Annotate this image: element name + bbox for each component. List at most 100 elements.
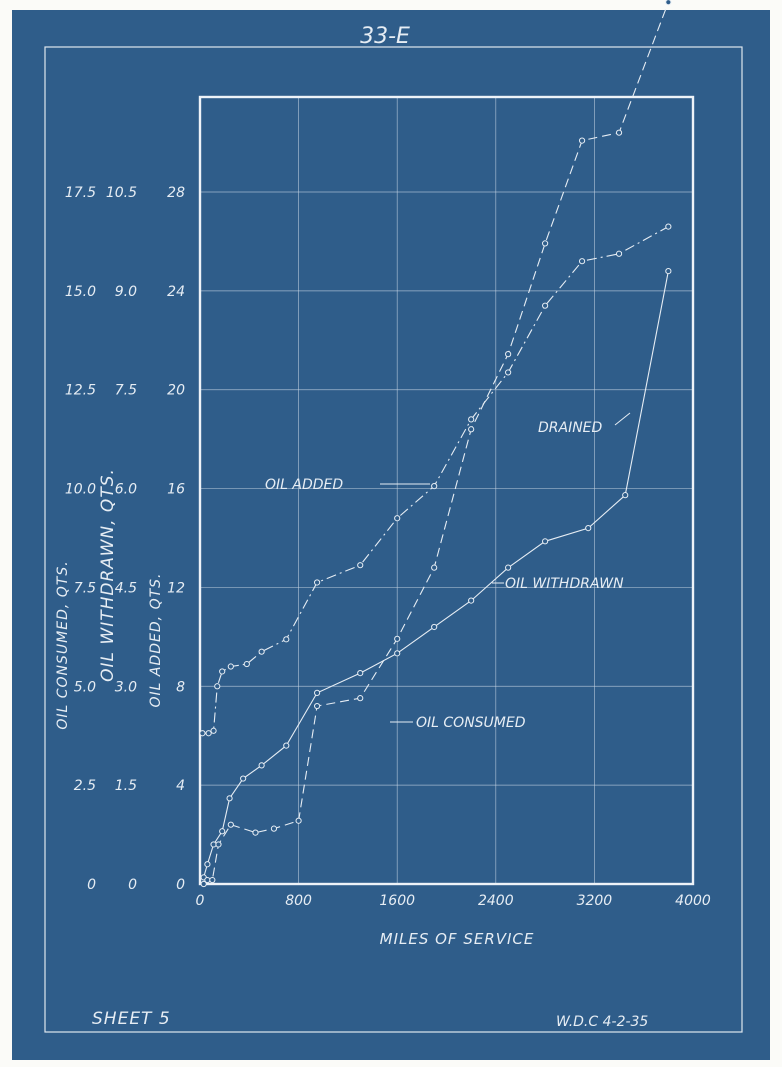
series-line-oil-consumed	[203, 1, 669, 885]
x-tick-label: 4000	[675, 893, 711, 909]
y-tick-label: 6.0	[115, 482, 137, 498]
chart-grid	[200, 97, 693, 884]
data-point	[219, 668, 226, 675]
x-tick-label: 3200	[577, 893, 613, 909]
y-tick-label: 20	[167, 383, 185, 399]
y-tick-label: 5.0	[74, 679, 96, 695]
data-point	[578, 258, 586, 265]
x-tick-labels: 0 800 1600 2400 3200 4000	[196, 893, 711, 909]
x-tick-label: 1600	[379, 893, 415, 909]
data-point	[283, 636, 290, 643]
y-tick-label: 3.0	[115, 679, 137, 695]
data-point	[665, 223, 672, 230]
plot-frame	[198, 95, 695, 886]
data-point	[431, 564, 438, 571]
data-point	[542, 538, 549, 545]
data-point	[665, 267, 672, 275]
y-tick-label: 7.5	[115, 383, 137, 399]
data-point	[468, 597, 475, 604]
y-tick-label: 1.5	[115, 778, 137, 794]
data-point	[357, 695, 364, 702]
y-tick-label: 0	[176, 877, 185, 893]
data-point	[215, 841, 222, 848]
data-point	[357, 562, 364, 569]
y-tick-label: 28	[167, 185, 185, 201]
y-tick-label: 10.0	[65, 482, 96, 498]
x-axis-title: MILES OF SERVICE	[380, 930, 535, 948]
data-point	[431, 483, 438, 490]
y-tick-label: 17.5	[65, 185, 96, 201]
data-point	[227, 663, 234, 670]
data-point	[615, 250, 623, 257]
data-point	[214, 683, 221, 690]
data-point	[258, 648, 265, 655]
y-tick-label: 16	[167, 482, 185, 498]
data-point	[431, 623, 438, 631]
annotation-drained: DRAINED	[538, 420, 603, 436]
y-tick-label: 10.5	[106, 185, 137, 201]
data-point	[226, 795, 233, 802]
y-tick-label: 8	[176, 679, 185, 695]
y-tick-label: 4	[176, 778, 185, 794]
data-point	[295, 817, 302, 824]
x-tick-label: 0	[196, 893, 205, 909]
data-point	[615, 129, 623, 136]
data-point	[210, 727, 217, 734]
data-point	[204, 861, 211, 868]
data-point	[468, 426, 475, 433]
y-axis-title-added: OIL ADDED, QTS.	[148, 573, 164, 708]
data-point	[468, 416, 475, 423]
annotation-drained-arrow	[614, 412, 631, 426]
data-point	[200, 880, 207, 888]
data-point	[205, 730, 212, 737]
data-point	[578, 137, 586, 144]
data-point	[394, 515, 401, 522]
data-point	[357, 670, 364, 677]
data-point	[542, 302, 549, 309]
y-axis-title-consumed: OIL CONSUMED, QTS.	[55, 560, 71, 729]
data-point	[283, 742, 290, 749]
data-point	[622, 492, 629, 499]
data-point	[243, 660, 250, 668]
data-point	[210, 841, 217, 848]
data-point	[665, 0, 672, 6]
data-point	[270, 825, 278, 832]
data-point	[252, 829, 259, 836]
data-point	[542, 240, 549, 247]
annotation-oil-consumed: OIL CONSUMED	[416, 715, 526, 731]
data-point	[313, 689, 321, 696]
y-tick-label: 24	[167, 284, 185, 300]
y-tick-label: 4.5	[115, 580, 137, 596]
y-tick-label: 7.5	[74, 580, 96, 596]
y-axis-title-withdrawn: OIL WITHDRAWN, QTS.	[98, 468, 118, 682]
x-tick-label: 2400	[478, 893, 514, 909]
signature: W.D.C 4-2-35	[556, 1014, 648, 1030]
inner-border	[44, 46, 743, 1033]
data-point	[219, 828, 226, 835]
data-point	[313, 702, 321, 710]
y-tick-label: 12.5	[65, 383, 96, 399]
data-point	[204, 876, 211, 884]
y-tick-label: 0	[87, 877, 96, 893]
data-point	[505, 564, 512, 571]
data-point	[585, 525, 592, 532]
data-point	[313, 579, 321, 586]
annotation-oil-withdrawn: OIL WITHDRAWN	[505, 576, 624, 592]
data-point	[394, 650, 401, 657]
data-point	[505, 351, 512, 358]
sheet-number: 33-E	[360, 24, 410, 49]
data-point	[227, 821, 234, 828]
y-tick-label: 15.0	[65, 284, 96, 300]
sheet-label: SHEET 5	[92, 1009, 171, 1029]
y-tick-label: 9.0	[115, 284, 137, 300]
y-tick-label: 12	[167, 580, 185, 596]
data-point	[394, 635, 401, 642]
chart-series	[199, 0, 672, 888]
data-point	[199, 730, 206, 737]
data-point	[209, 876, 216, 884]
y-tick-label: 2.5	[74, 778, 96, 794]
annotation-oil-added: OIL ADDED	[265, 477, 343, 493]
data-point	[240, 775, 247, 782]
x-tick-label: 800	[285, 893, 312, 909]
